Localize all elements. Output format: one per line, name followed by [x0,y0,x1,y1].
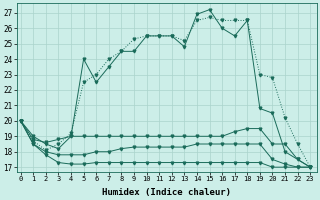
X-axis label: Humidex (Indice chaleur): Humidex (Indice chaleur) [102,188,231,197]
